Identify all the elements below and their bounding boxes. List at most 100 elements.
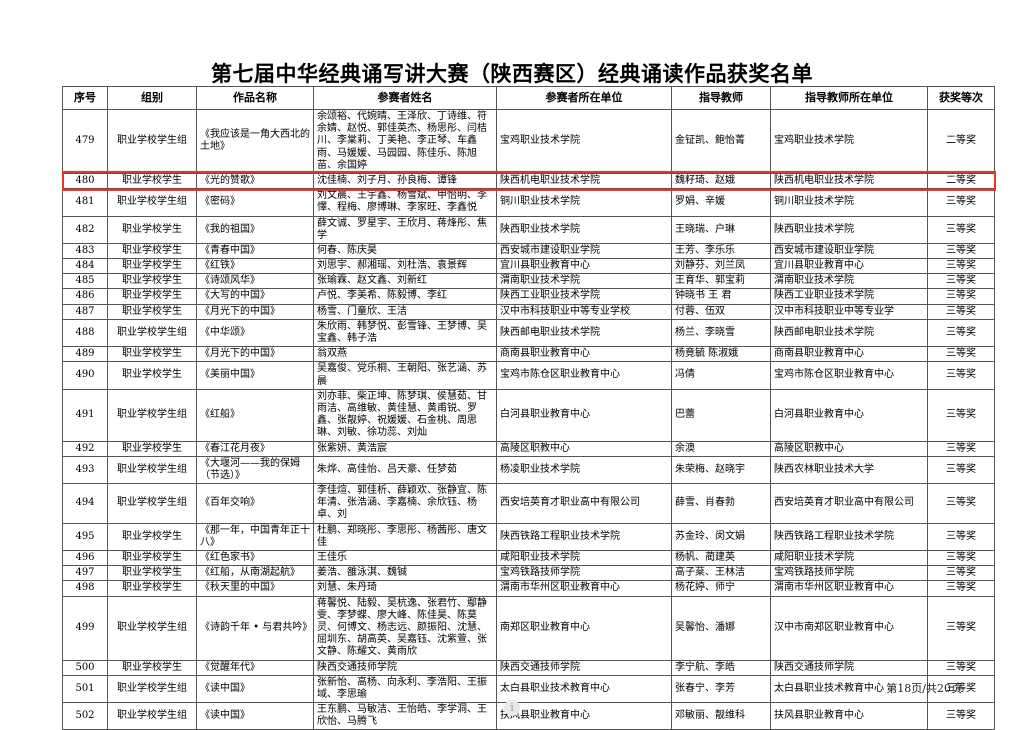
cell-unit: 陕西铁路工程职业技术学院 [496, 522, 672, 552]
footer-page-number: 第18页/共20页 [886, 682, 962, 695]
cell-teacher: 杨帆、蔺建英 [671, 549, 771, 567]
table-row: 501 职业学校学生组 《读中国》 张新怡、高杨、向永利、李浩阳、王振域、李思瑜 太白县… [62, 674, 995, 704]
cell-names: 王东鹏、马敏洁、王怡皓、李学洞、王欣怡、马腾飞 [313, 702, 497, 730]
cell-teacher-unit: 宝鸡铁路技师学院 [770, 565, 928, 582]
table-row: 488 职业学校学生组 《中华颂》 朱欣雨、韩梦悦、彭雪锋、王梦博、吴宝鑫、韩子浩 陕西… [62, 318, 995, 348]
cell-teacher: 朱荣梅、赵晓宇 [671, 455, 771, 485]
cell-award: 三等奖 [927, 361, 995, 390]
cell-award: 三等奖 [927, 346, 995, 363]
cell-unit: 渭南职业技术学院 [496, 273, 672, 290]
cell-teacher: 钟晓书 王 君 [671, 288, 771, 305]
cell-group: 职业学校学生 [107, 580, 197, 597]
cell-teacher-unit: 高陵区职教中心 [770, 440, 928, 457]
cell-names: 姜浩、雒泳淇、魏铖 [313, 565, 497, 582]
cell-award: 三等奖 [927, 580, 995, 597]
cell-teacher-unit: 铜川职业技术学院 [770, 188, 928, 217]
cell-no: 497 [62, 565, 108, 582]
cell-work: 《读中国》 [196, 674, 314, 704]
cell-group: 职业学校学生组 [107, 388, 197, 442]
cell-unit: 陕西机电职业技术学院 [496, 172, 672, 190]
cell-work: 《我的祖国》 [196, 215, 314, 244]
cell-no: 490 [62, 361, 108, 390]
table-row: 487 职业学校学生 《月光下的中国》 杨雪、门童欣、王洁 汉中市科技职业中等专业学校付… [62, 303, 995, 320]
cell-teacher: 杨花婷、师宁 [671, 580, 771, 597]
cell-work: 《月光下的中国》 [196, 346, 314, 363]
cell-work: 《秋天里的中国》 [196, 580, 314, 597]
cell-group: 职业学校学生 [107, 549, 197, 567]
table-row: 496 职业学校学生 《红色家书》 王佳乐 咸阳职业技术学院 杨帆、蔺建英 咸阳职业技术学院… [62, 549, 995, 567]
column-header-work: 作品名称 [196, 86, 314, 110]
cell-names: 朱欣雨、韩梦悦、彭雪锋、王梦博、吴宝鑫、韩子浩 [313, 318, 497, 348]
cell-teacher: 张春宁、李芳 [671, 674, 771, 704]
cell-award: 三等奖 [927, 242, 995, 260]
cell-work: 《红船》 [196, 388, 314, 442]
cell-no: 486 [62, 288, 108, 305]
cell-no: 491 [62, 388, 108, 442]
cell-award: 三等奖 [927, 455, 995, 485]
cell-teacher-unit: 陕西工业职业技术学院 [770, 288, 928, 305]
table-header-row: 序号 组别 作品名称 参赛者姓名 参赛者所在单位 指导教师 指导教师所在单位 获… [62, 86, 995, 110]
cell-teacher: 刘静芬、刘兰凤 [671, 258, 771, 275]
cell-names: 蒋馨悦、陆毅、吴杭逸、张君竹、鄢静雯、李梦蝶、廖大峰、陈佳昊、陈莫灵、何博文、杨… [313, 595, 497, 661]
cell-award: 三等奖 [927, 483, 995, 524]
column-header-no: 序号 [62, 86, 108, 110]
cell-no: 500 [62, 659, 108, 676]
cell-award: 三等奖 [927, 388, 995, 442]
cell-no: 494 [62, 483, 108, 524]
table-row: 479 职业学校学生组 《我应该是一角大西北的土地》 余颂裕、代婉晴、王泽欣、丁诗维、… [62, 109, 995, 174]
column-header-teacher: 指导教师 [671, 86, 771, 110]
cell-names: 张新怡、高杨、向永利、李浩阳、王振域、李思瑜 [313, 674, 497, 704]
cell-work: 《月光下的中国》 [196, 303, 314, 320]
cell-group: 职业学校学生 [107, 288, 197, 305]
cell-award: 三等奖 [927, 549, 995, 567]
cell-group: 职业学校学生组 [107, 674, 197, 704]
cell-work: 《觉醒年代》 [196, 659, 314, 676]
cell-work: 《青春中国》 [196, 242, 314, 260]
table-row: 485 职业学校学生 《诗颂风华》 张瑜霖、赵文鑫、刘新红 渭南职业技术学院 王育华、郭宝… [62, 273, 995, 290]
cell-award: 三等奖 [927, 288, 995, 305]
cell-group: 职业学校学生 [107, 361, 197, 390]
cell-no: 484 [62, 258, 108, 275]
cell-teacher-unit: 陕西铁路工程职业技术学院 [770, 522, 928, 552]
cell-group: 职业学校学生 [107, 565, 197, 582]
cell-teacher-unit: 西安培英育才职业高中有限公司 [770, 483, 928, 524]
cell-teacher-unit: 陕西机电职业技术学院 [770, 172, 928, 190]
cell-teacher-unit: 宜川县职业教育中心 [770, 258, 928, 275]
cell-unit: 白河县职业教育中心 [496, 388, 672, 442]
table-row: 502 职业学校学生组 《读中国》 王东鹏、马敏洁、王怡皓、李学洞、王欣怡、马腾飞 扶风… [62, 702, 995, 730]
cell-work: 《读中国》 [196, 702, 314, 730]
cell-no: 482 [62, 215, 108, 244]
table-row: 492 职业学校学生 《春江花月夜》 张紫妍、黄浩宸 高陵区职教中心 余澳 高陵区职教中心三… [62, 440, 995, 457]
table-row: 493 职业学校学生组 《大堰河——我的保姆（节选）》 朱烨、高佳怡、吕天豪、任梦茹杨… [62, 455, 995, 485]
cell-work: 《中华颂》 [196, 318, 314, 348]
cell-group: 职业学校学生组 [107, 188, 197, 217]
cell-unit: 高陵区职教中心 [496, 440, 672, 457]
cell-work: 《大堰河——我的保姆（节选）》 [196, 455, 314, 485]
cell-group: 职业学校学生 [107, 273, 197, 290]
cell-work: 《红色家书》 [196, 549, 314, 567]
cell-no: 479 [62, 109, 108, 174]
cell-teacher: 吴馨怡、潘娜 [671, 595, 771, 661]
cell-unit: 陕西交通技师学院 [496, 659, 672, 676]
cell-unit: 商南县职业教育中心 [496, 346, 672, 363]
cell-work: 《红船，从南湖起航》 [196, 565, 314, 582]
cell-group: 职业学校学生 [107, 172, 197, 190]
cell-unit: 西安城市建设职业学院 [496, 242, 672, 260]
cell-award: 三等奖 [927, 522, 995, 552]
cell-work: 《大写的中国》 [196, 288, 314, 305]
cell-teacher-unit: 渭南职业技术学院 [770, 273, 928, 290]
cell-work: 《我应该是一角大西北的土地》 [196, 109, 314, 174]
cell-names: 刘亦菲、柴正坤、陈梦琪、侯慧茹、甘雨洁、高维敏、黄佳慧、黄甫锐、罗鑫、张靓婷、祝… [313, 388, 497, 442]
cell-group: 职业学校学生 [107, 522, 197, 552]
column-header-group: 组别 [107, 86, 197, 110]
cell-award: 三等奖 [927, 659, 995, 676]
cell-work: 《百年交响》 [196, 483, 314, 524]
info-icon[interactable]: i [504, 700, 520, 716]
cell-names: 余颂裕、代婉晴、王泽欣、丁诗维、符余婧、赵悦、郭佳英杰、杨思彤、闫桔川、李棠莉、… [313, 109, 497, 174]
cell-unit: 南郑区职业教育中心 [496, 595, 672, 661]
table-row: 497 职业学校学生 《红船，从南湖起航》 姜浩、雒泳淇、魏铖 宝鸡铁路技师学院 高子棻、… [62, 565, 995, 582]
cell-award: 三等奖 [927, 702, 995, 730]
cell-teacher: 苏金玲、闵文娟 [671, 522, 771, 552]
cell-group: 职业学校学生 [107, 303, 197, 320]
